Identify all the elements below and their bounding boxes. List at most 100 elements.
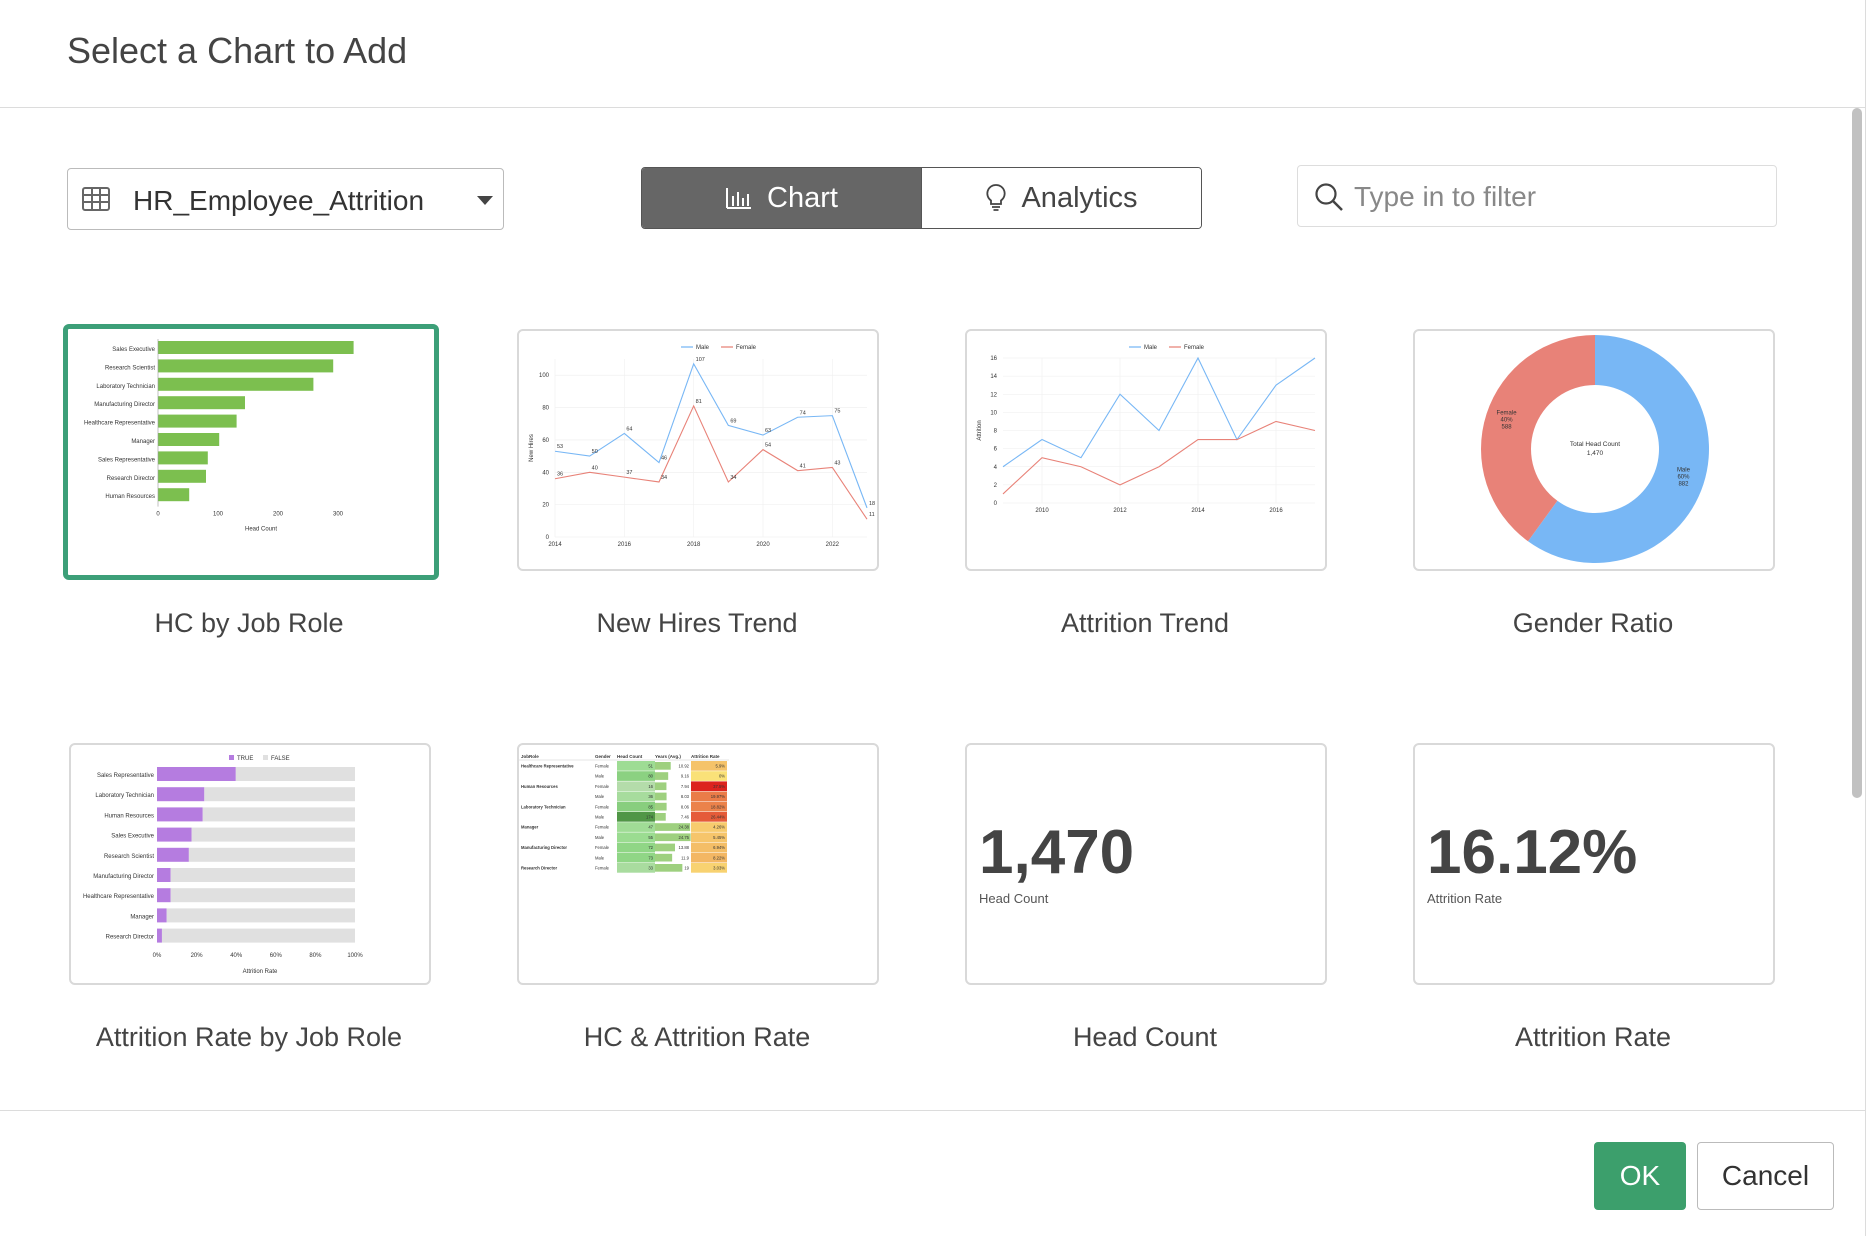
legend-label: FALSE: [271, 756, 290, 762]
category-label: Manager: [130, 914, 154, 920]
table-cell: 73: [648, 855, 653, 860]
data-label: 75: [834, 409, 840, 415]
data-bar: [655, 864, 683, 872]
table-cell: 8.03: [681, 794, 690, 799]
bar-segment: [157, 807, 203, 822]
table-cell: 19.97%: [711, 794, 725, 799]
table-cell: Female: [595, 845, 610, 850]
data-bar: [655, 772, 669, 780]
data-source-select[interactable]: HR_Employee_Attrition: [67, 168, 504, 230]
table-cell: Male: [595, 815, 605, 820]
data-label: 74: [800, 410, 806, 416]
table-header: Head Count: [617, 754, 643, 759]
data-label: 11: [869, 512, 875, 518]
scrollbar-thumb[interactable]: [1852, 108, 1862, 798]
x-tick-label: 80%: [309, 953, 322, 959]
data-label: 54: [765, 443, 771, 449]
data-bar: [655, 792, 667, 801]
bar-segment: [157, 888, 171, 903]
table-cell: 4.26%: [713, 825, 725, 830]
slice-label: Male: [1677, 468, 1691, 474]
slice-label: 40%: [1501, 417, 1514, 423]
heat-cell: [691, 863, 727, 873]
legend-label: TRUE: [237, 756, 253, 762]
ok-button[interactable]: OK: [1594, 1142, 1686, 1210]
series-line-female: [1002, 420, 1316, 495]
card-label-attrition-rate: Attrition Rate: [1514, 1022, 1672, 1052]
table-cell: 51: [648, 764, 653, 769]
chart-card-head-count[interactable]: 1,470 Head Count: [965, 743, 1327, 985]
kpi-head-count-value: 1,470: [979, 818, 1135, 887]
dialog-title: Select a Chart to Add: [67, 30, 408, 71]
legend-swatch: [263, 755, 268, 760]
y-tick-label: 12: [990, 392, 997, 398]
data-label: 64: [626, 426, 632, 432]
slice-label: 60%: [1677, 475, 1690, 481]
table-cell: 24.75: [679, 835, 690, 840]
table-cell: 5.9%: [715, 764, 725, 769]
table-cell: 11.9: [681, 855, 690, 860]
chart-card-hc-attrition-rate[interactable]: JobRole Gender Head Count Years (Avg.) Attri…: [517, 743, 879, 985]
x-tick-label: 40%: [230, 953, 243, 959]
y-axis-label: Attrition: [977, 420, 983, 440]
bar: [158, 451, 208, 465]
table-cell: 47: [648, 825, 653, 830]
slice-label: 882: [1678, 482, 1689, 488]
bar-segment: [157, 767, 236, 781]
table-cell: Manufacturing Director: [521, 845, 567, 850]
table-cell: 8.22%: [713, 855, 725, 860]
x-tick-label: 0: [156, 512, 160, 518]
table-cell: 10.92: [679, 764, 690, 769]
table-cell: 55: [648, 835, 653, 840]
x-tick-label: 2014: [548, 542, 562, 548]
data-label: 36: [557, 472, 563, 478]
bar-segment: [191, 827, 355, 842]
category-label: Research Scientist: [104, 854, 154, 860]
chart-card-new-hires-trend[interactable]: 0 20 40 60 80 100 2014 2016 2018 2020 2022 New Hire…: [517, 329, 879, 571]
heat-cell: [617, 801, 655, 812]
data-bar: [655, 813, 666, 821]
heat-cell: [691, 812, 727, 822]
chart-card-hc-by-job-role[interactable]: Sales Executive Research Scientist Laborat…: [63, 324, 439, 580]
x-tick-label: 100: [213, 512, 224, 518]
data-source-name: HR_Employee_Attrition: [133, 185, 425, 216]
chart-card-gender-ratio[interactable]: Male 60% 882 Female 40% 588 Total Head Count 1,…: [1413, 329, 1775, 571]
cancel-button[interactable]: Cancel: [1697, 1142, 1834, 1210]
category-label: Laboratory Technician: [95, 793, 154, 799]
bar: [158, 469, 206, 483]
slice-label: Female: [1497, 410, 1518, 416]
y-tick-label: 80: [542, 406, 549, 412]
heat-cell: [691, 761, 727, 771]
hc-bar-chart-thumbnail: Sales Executive Research Scientist Laborat…: [84, 339, 354, 533]
data-label: 37: [626, 470, 632, 476]
legend-label: Female: [736, 345, 757, 351]
filter-input[interactable]: [1352, 178, 1756, 216]
chart-card-attrition-rate[interactable]: 16.12% Attrition Rate: [1413, 743, 1775, 985]
bar-segment: [157, 868, 171, 882]
table-cell: Male: [595, 835, 605, 840]
tab-analytics[interactable]: Analytics: [921, 168, 1201, 228]
card-label-new-hires-trend: New Hires Trend: [596, 608, 798, 638]
hc-attrition-table-thumbnail: JobRole Gender Head Count Years (Avg.) Attri…: [519, 754, 729, 873]
heat-cell: [691, 791, 727, 802]
category-label: Sales Representative: [98, 457, 156, 463]
bar-segment: [202, 807, 355, 822]
x-tick-label: 2012: [1113, 508, 1127, 514]
chart-card-attrition-rate-by-job-role[interactable]: TRUE FALSE Sales Representative Laboratory …: [69, 743, 431, 985]
x-tick-label: 2020: [756, 542, 770, 548]
heat-cell: [617, 812, 655, 822]
heat-cell: [617, 781, 655, 792]
data-bar: [655, 843, 675, 852]
table-cell: 19: [684, 866, 689, 871]
tab-chart[interactable]: Chart: [642, 168, 921, 228]
data-label: 43: [834, 460, 840, 466]
vertical-scrollbar[interactable]: [1850, 108, 1864, 1108]
kpi-head-count-caption: Head Count: [979, 891, 1049, 906]
y-tick-label: 60: [542, 438, 549, 444]
x-tick-label: 0%: [153, 953, 162, 959]
chart-card-attrition-trend[interactable]: 0 2 4 6 8 10 12 14 16 2010 2012 2014 2016 Attrition Ma…: [965, 329, 1327, 571]
data-label: 34: [661, 475, 667, 481]
data-label: 53: [557, 444, 563, 450]
heat-cell: [691, 771, 727, 781]
bar: [158, 341, 354, 354]
